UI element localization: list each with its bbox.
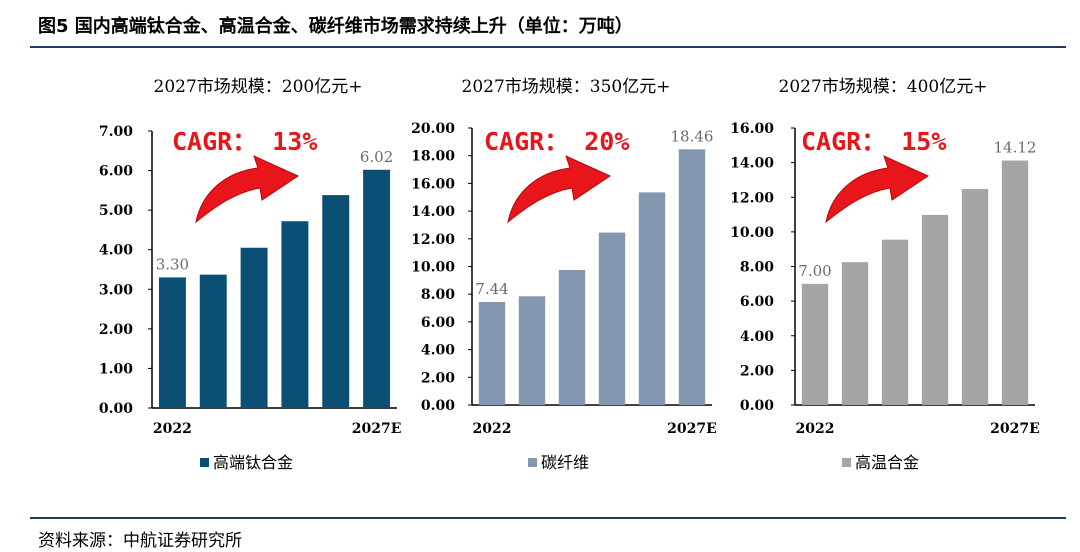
bar	[240, 247, 268, 408]
y-tick-label: 18.00	[411, 149, 455, 165]
growth-arrow-icon	[507, 155, 612, 224]
bar	[199, 274, 227, 408]
bar	[558, 269, 586, 405]
y-tick-label: 7.00	[99, 124, 133, 140]
legend-swatch	[842, 458, 851, 467]
figure-title: 图5 国内高端钛合金、高温合金、碳纤维市场需求持续上升（单位：万吨）	[38, 16, 633, 37]
legend-swatch	[528, 458, 537, 467]
chart-title: 2027市场规模：350亿元+	[462, 77, 671, 97]
y-tick-label: 16.00	[730, 121, 774, 137]
source-note: 资料来源：中航证券研究所	[38, 531, 242, 551]
y-tick-label: 6.00	[740, 294, 774, 310]
chart-panel-2: 2027市场规模：350亿元+ 0.00 2.00 4.00 6.00 8.00 10.00…	[411, 77, 717, 472]
y-tick-label: 16.00	[411, 176, 455, 192]
legend-swatch	[200, 458, 209, 467]
bar	[678, 149, 706, 405]
cagr-label: CAGR： 13%	[172, 127, 317, 156]
y-tick-label: 6.00	[421, 315, 455, 331]
cagr-label: CAGR： 20%	[484, 127, 629, 156]
y-tick-label: 0.00	[421, 398, 455, 414]
bar	[841, 262, 869, 405]
x-tick-label: 2027E	[990, 421, 1040, 437]
data-label: 3.30	[156, 255, 189, 273]
growth-arrow-icon	[825, 155, 930, 224]
y-tick-label: 2.00	[740, 363, 774, 379]
bar	[801, 283, 829, 405]
y-tick-label: 4.00	[421, 343, 455, 359]
data-label: 6.02	[360, 148, 393, 166]
y-tick-label: 8.00	[740, 260, 774, 276]
chart-title: 2027市场规模：200亿元+	[154, 77, 363, 97]
y-tick-label: 14.00	[411, 204, 455, 220]
legend-label: 高温合金	[855, 453, 919, 472]
y-tick-label: 14.00	[730, 156, 774, 172]
chart-title: 2027市场规模：400亿元+	[779, 77, 988, 97]
y-tick-label: 12.00	[730, 190, 774, 206]
bar	[518, 296, 546, 405]
y-tick-label: 1.00	[99, 361, 133, 377]
x-tick-label: 2027E	[667, 421, 717, 437]
x-tick-label: 2022	[153, 421, 192, 437]
data-label: 14.12	[994, 139, 1037, 157]
bar	[881, 239, 909, 405]
x-tick-label: 2027E	[352, 421, 402, 437]
bar	[921, 214, 949, 405]
bar	[598, 232, 626, 405]
y-tick-label: 4.00	[99, 243, 133, 259]
bar	[158, 277, 186, 408]
y-tick-label: 2.00	[421, 370, 455, 386]
growth-arrow-icon	[195, 155, 300, 224]
x-tick-label: 2022	[796, 421, 835, 437]
y-tick-label: 20.00	[411, 121, 455, 137]
y-tick-label: 4.00	[740, 329, 774, 345]
y-tick-label: 10.00	[730, 225, 774, 241]
cagr-label: CAGR： 15%	[801, 127, 946, 156]
y-tick-label: 2.00	[99, 322, 133, 338]
y-tick-label: 12.00	[411, 232, 455, 248]
data-label: 7.00	[798, 262, 831, 280]
y-tick-label: 5.00	[99, 203, 133, 219]
legend-label: 高端钛合金	[213, 453, 293, 472]
y-tick-label: 3.00	[99, 282, 133, 298]
bar	[961, 188, 989, 405]
bar	[322, 195, 350, 408]
chart-panel-1: 2027市场规模：200亿元+ 0.00 1.00 2.00 3.00 4.00 5.00 6…	[99, 77, 402, 472]
bar	[1001, 160, 1029, 405]
y-tick-label: 10.00	[411, 260, 455, 276]
y-tick-label: 6.00	[99, 164, 133, 180]
top-rule	[30, 46, 1066, 48]
bar	[363, 169, 391, 408]
y-tick-label: 0.00	[99, 401, 133, 417]
y-tick-label: 0.00	[740, 398, 774, 414]
bar	[638, 192, 666, 405]
x-tick-label: 2022	[473, 421, 512, 437]
bar	[281, 221, 309, 408]
data-label: 18.46	[671, 127, 714, 145]
y-tick-label: 8.00	[421, 287, 455, 303]
chart-panel-3: 2027市场规模：400亿元+ 0.00 2.00 4.00 6.00 8.00 10.00…	[730, 77, 1040, 472]
legend-label: 碳纤维	[541, 453, 589, 472]
bottom-rule	[30, 517, 1066, 519]
bar	[478, 301, 506, 405]
data-label: 7.44	[475, 280, 508, 298]
